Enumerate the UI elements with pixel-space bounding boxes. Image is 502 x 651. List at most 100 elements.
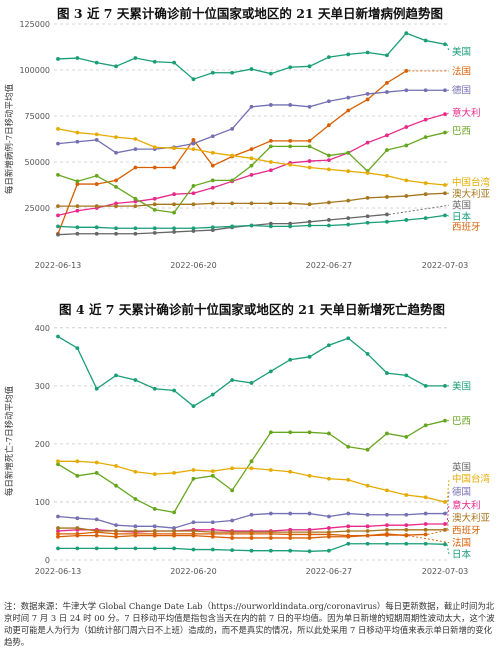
data-point [133,226,138,231]
data-point [288,201,293,206]
data-point [191,184,196,188]
data-point [327,526,331,530]
series-label: 意大利 [452,499,481,511]
data-point [75,208,80,213]
data-point [75,346,80,351]
data-point [443,112,447,117]
data-point [56,546,60,551]
data-point [152,472,157,476]
data-point [230,178,235,183]
data-point [133,147,138,152]
data-point [75,225,80,230]
data-point [230,548,235,553]
data-point [346,108,351,113]
series-label: 意大利 [452,107,481,119]
data-point [423,511,428,516]
data-point [288,357,293,362]
data-point [172,226,177,231]
data-point [404,218,409,222]
data-point [385,512,389,517]
data-point [152,386,157,391]
data-point [443,88,447,93]
data-point [404,523,409,528]
data-point [152,145,157,150]
data-point [268,168,273,173]
data-point [249,459,254,464]
data-point [191,476,196,481]
data-point [133,204,138,209]
series-德国: 德国 [56,486,471,530]
series-美国: 美国 [56,31,471,82]
data-point [307,549,312,554]
data-point [423,117,428,122]
data-point [230,70,235,75]
data-point [191,147,196,152]
data-point [75,204,80,209]
data-point [327,548,331,553]
data-point [56,459,60,464]
data-point [404,69,409,73]
label-leader [446,44,450,52]
data-point [365,512,370,517]
data-point [210,534,215,539]
y-tick-label: 50000 [25,158,50,167]
data-point [307,144,312,149]
data-point [346,95,351,100]
data-point [56,204,60,209]
data-point [230,518,235,523]
data-point [268,468,273,472]
data-point [404,435,409,439]
data-point [75,533,80,538]
series-label: 德国 [452,486,471,498]
data-point [172,60,177,65]
y-tick-label: 25000 [25,204,50,213]
data-point [75,139,80,144]
data-point [249,201,254,206]
data-point [268,430,273,435]
x-tick-label: 2022-06-13 [35,261,82,270]
data-point [423,383,428,388]
data-point [249,104,254,109]
data-point [365,50,370,55]
data-point [365,214,370,219]
data-point [268,103,273,107]
data-point [385,173,389,178]
data-point [385,219,389,224]
data-point [385,531,389,536]
data-point [152,529,157,533]
data-point [152,533,157,538]
series-巴西: 巴西 [56,126,471,215]
y-tick-label: 75000 [25,112,50,121]
data-point [133,524,138,529]
data-point [210,150,215,155]
series-line [57,70,407,234]
data-point [385,80,389,85]
data-point [346,150,351,155]
data-point [404,533,409,538]
data-point [268,531,273,536]
data-point [133,533,138,538]
y-axis-label: 每日新增死亡-7日移动平均值 [4,385,15,496]
data-point [56,531,60,536]
data-point [230,466,235,471]
data-point [404,31,409,36]
data-point [423,541,428,546]
data-point [230,488,235,493]
series-label: 英国 [452,200,471,212]
y-axis-label: 每日新增病例-7日移动平均值 [4,83,15,194]
y-tick-label: 300 [35,382,50,391]
data-point [365,541,370,546]
data-point [56,526,60,530]
data-point [114,201,118,206]
data-point [133,56,138,60]
data-point [346,541,351,546]
data-point [94,471,99,475]
series-英国: 英国 [56,200,471,237]
data-point [210,531,215,536]
data-point [288,65,293,70]
data-point [152,59,157,64]
series-label: 法国 [452,537,471,549]
data-point [288,162,293,167]
data-point [346,52,351,57]
data-point [56,514,60,519]
